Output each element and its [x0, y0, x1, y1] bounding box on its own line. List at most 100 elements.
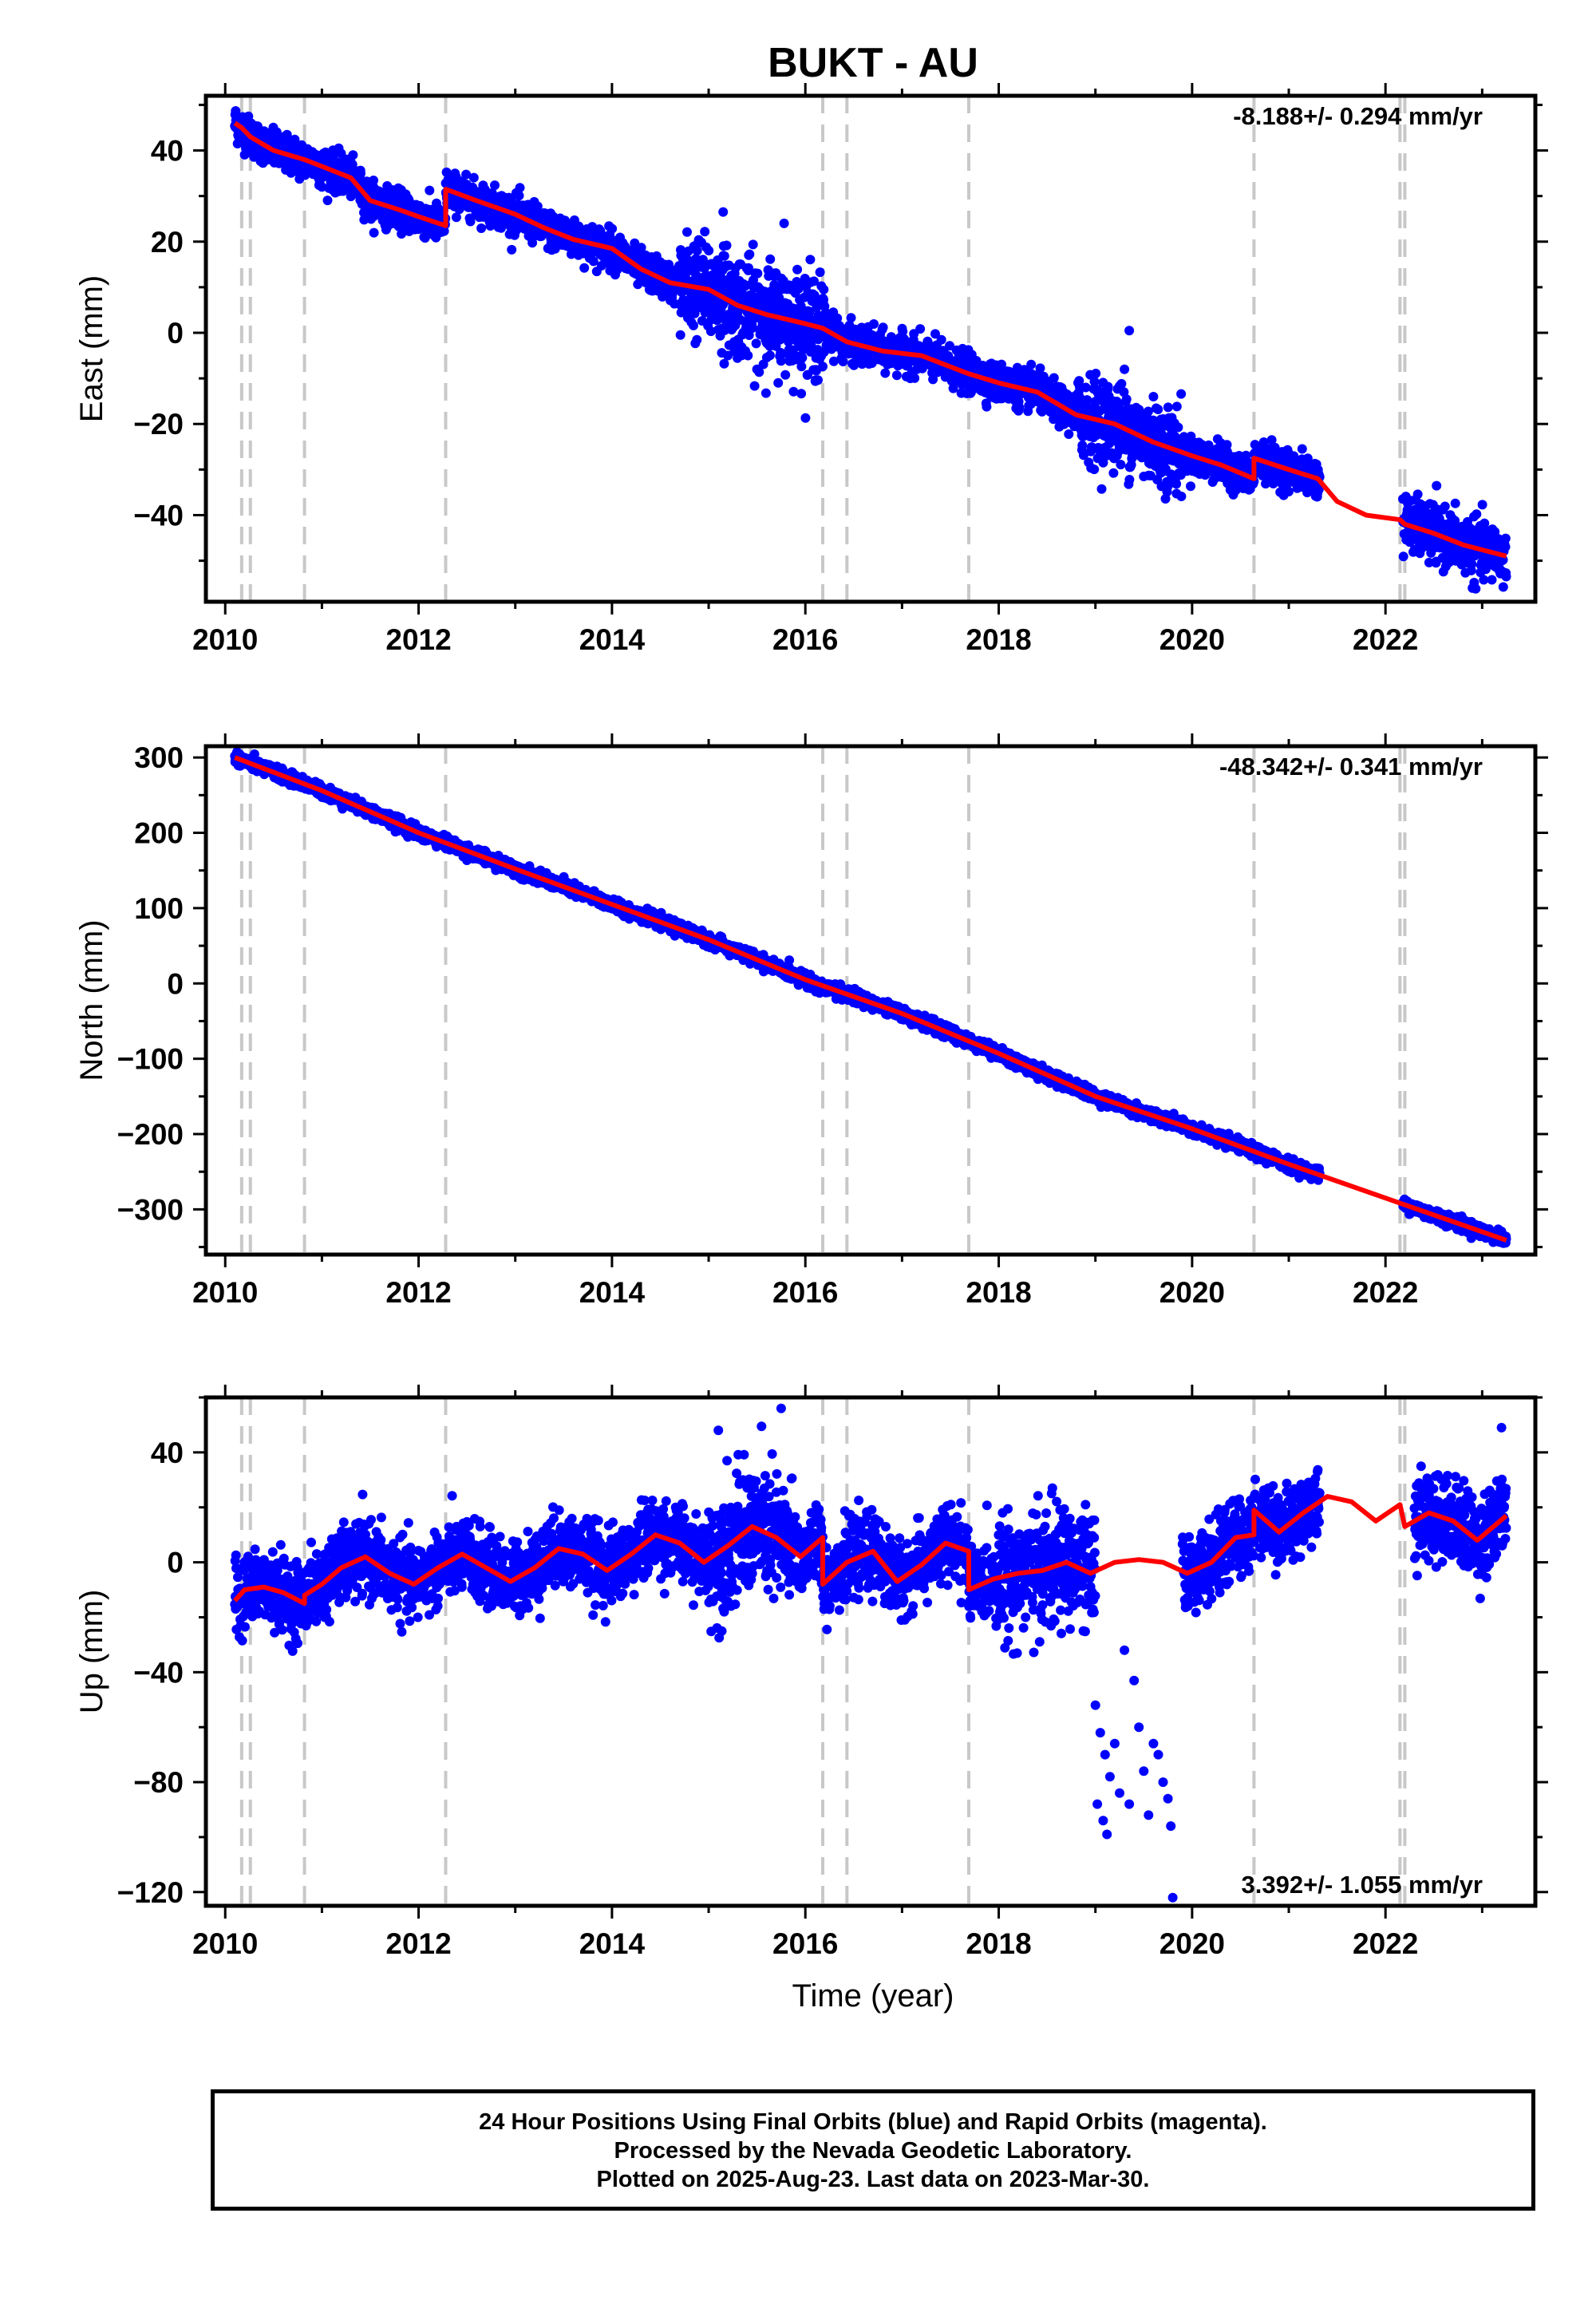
data-point — [1078, 450, 1088, 460]
x-tick-label: 2014 — [579, 623, 646, 656]
data-point — [744, 263, 753, 273]
data-point — [425, 185, 435, 196]
figure-title: BUKT - AU — [768, 40, 978, 86]
data-point — [369, 227, 379, 238]
data-point — [796, 389, 807, 399]
outlier-point — [718, 207, 729, 217]
outlier-point — [317, 182, 327, 192]
data-point — [1089, 464, 1100, 475]
data-point — [420, 233, 430, 243]
data-point — [1186, 481, 1195, 492]
data-point — [359, 215, 369, 225]
x-tick-label: 2016 — [772, 623, 838, 656]
data-point — [1467, 559, 1477, 569]
y-axis-label: East (mm) — [74, 275, 109, 422]
data-point — [1266, 435, 1277, 445]
y-tick-label: 0 — [167, 317, 184, 350]
data-point — [1096, 484, 1107, 494]
data-point — [1176, 389, 1187, 399]
data-point — [1064, 429, 1074, 439]
data-point — [1077, 441, 1088, 451]
data-point — [507, 244, 517, 255]
panel-2: 2010 2012 2014 2016 2018 2020 20223002001000−1… — [74, 733, 1548, 1309]
data-point — [743, 350, 753, 361]
data-point — [1283, 487, 1294, 496]
data-point — [869, 319, 879, 329]
data-point — [322, 196, 333, 206]
data-point — [878, 322, 888, 333]
data-point — [1035, 363, 1045, 373]
data-point — [898, 326, 908, 337]
data-point — [1479, 575, 1489, 585]
data-point — [1153, 405, 1163, 414]
velocity-label: -8.188+/- 0.294 mm/yr — [1233, 102, 1483, 130]
data-point — [749, 381, 760, 391]
data-point — [1176, 492, 1187, 501]
x-tick-label: 2018 — [966, 623, 1031, 656]
outlier-point — [1468, 583, 1478, 593]
data-point — [936, 334, 946, 345]
outlier-point — [1100, 401, 1110, 411]
data-point — [682, 227, 692, 237]
data-point — [849, 360, 859, 370]
outlier-point — [752, 364, 762, 374]
data-point — [515, 183, 525, 193]
data-point — [1297, 444, 1307, 454]
data-point — [760, 388, 771, 398]
data-point — [490, 180, 500, 191]
data-point — [588, 256, 598, 267]
data-point — [748, 239, 758, 250]
data-point — [747, 319, 757, 330]
data-point — [468, 172, 479, 183]
data-point — [773, 377, 784, 388]
data-point — [818, 362, 828, 372]
data-point — [527, 238, 538, 248]
data-point — [764, 350, 775, 361]
data-point — [788, 386, 799, 397]
data-point — [1479, 518, 1490, 528]
data-point — [804, 306, 815, 317]
data-point — [451, 212, 461, 223]
data-point — [476, 223, 487, 233]
data-point — [579, 263, 590, 273]
data-point — [945, 341, 954, 351]
data-point — [719, 358, 729, 369]
data-point — [1119, 387, 1129, 397]
data-point — [948, 383, 958, 393]
outlier-point — [1124, 326, 1135, 336]
x-tick-label: 2010 — [192, 623, 258, 656]
outlier-point — [1148, 392, 1159, 401]
data-point — [607, 223, 618, 234]
data-point — [1432, 480, 1442, 491]
data-point — [1113, 400, 1124, 410]
data-point — [704, 246, 714, 255]
outlier-point — [1120, 364, 1130, 374]
data-point — [857, 359, 867, 370]
data-point — [1501, 571, 1511, 582]
data-point — [689, 308, 700, 318]
data-point — [1026, 359, 1037, 370]
data-point — [1124, 475, 1135, 484]
data-point — [1173, 422, 1183, 433]
data-point — [1440, 501, 1450, 512]
data-point — [796, 362, 807, 372]
data-point — [461, 169, 472, 180]
data-point — [249, 749, 259, 759]
data-point — [1049, 373, 1059, 383]
data-point — [780, 370, 791, 380]
data-point — [1143, 406, 1153, 417]
x-tick-label: 2022 — [1353, 623, 1418, 656]
data-point — [514, 191, 524, 201]
data-point — [813, 375, 823, 385]
data-point — [356, 168, 365, 179]
data-point — [1472, 509, 1482, 520]
data-point — [1490, 527, 1500, 537]
model-fit-line — [233, 121, 1507, 559]
data-point — [1222, 440, 1232, 450]
data-point — [231, 106, 241, 116]
data-point — [1116, 378, 1127, 389]
panel-1: 2010 2012 2014 2016 2018 2020 202240200−20−40E… — [74, 83, 1548, 656]
data-point — [751, 338, 761, 349]
data-point — [1089, 377, 1100, 387]
